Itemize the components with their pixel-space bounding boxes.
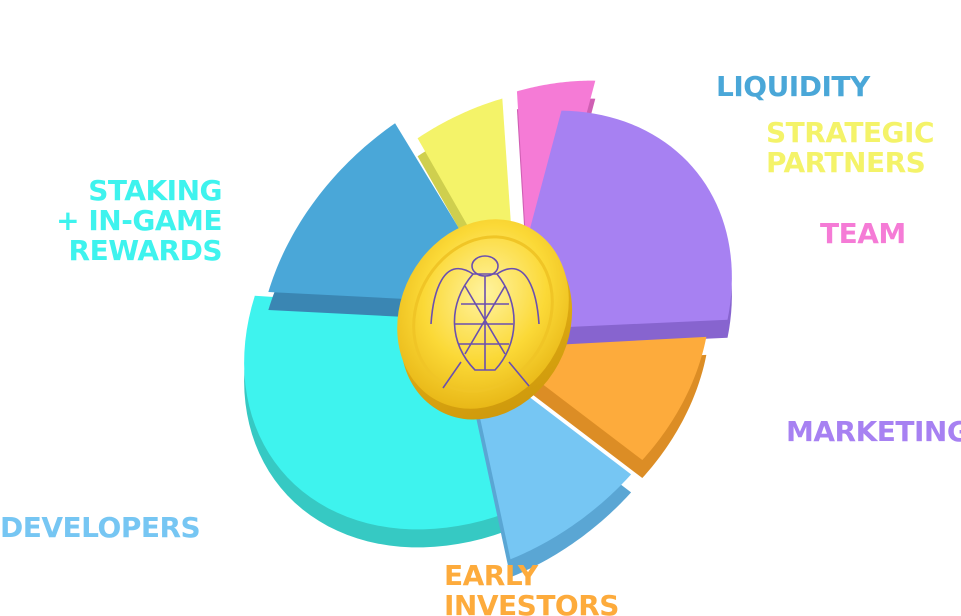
slice-label-line: PARTNERS: [766, 146, 925, 179]
slice-label-line: STAKING: [88, 174, 222, 207]
slice-label-line: + IN-GAME: [56, 204, 222, 237]
slice-label-line: STRATEGIC: [766, 116, 934, 149]
slice-label-strategic: STRATEGIC PARTNERS: [766, 116, 934, 179]
slice-label-developers: DEVELOPERS: [0, 511, 200, 544]
slice-label-early: EARLY INVESTORS: [444, 559, 619, 616]
slice-label-line: DEVELOPERS: [0, 511, 200, 544]
slice-label-liquidity: LIQUIDITY: [716, 70, 871, 103]
beetle-icon: [430, 255, 540, 389]
slice-label-staking: STAKING + IN-GAME REWARDS: [56, 174, 222, 267]
slice-label-line: REWARDS: [69, 234, 222, 267]
slice-label-team: TEAM: [820, 217, 906, 250]
slice-label-marketing: MARKETING: [786, 415, 961, 448]
slice-label-line: EARLY: [444, 559, 539, 592]
center-coin-icon: [397, 219, 573, 420]
slice-label-line: LIQUIDITY: [716, 70, 871, 103]
slice-label-line: MARKETING: [786, 415, 961, 448]
slice-label-line: INVESTORS: [444, 589, 619, 616]
slice-label-line: TEAM: [820, 217, 906, 250]
